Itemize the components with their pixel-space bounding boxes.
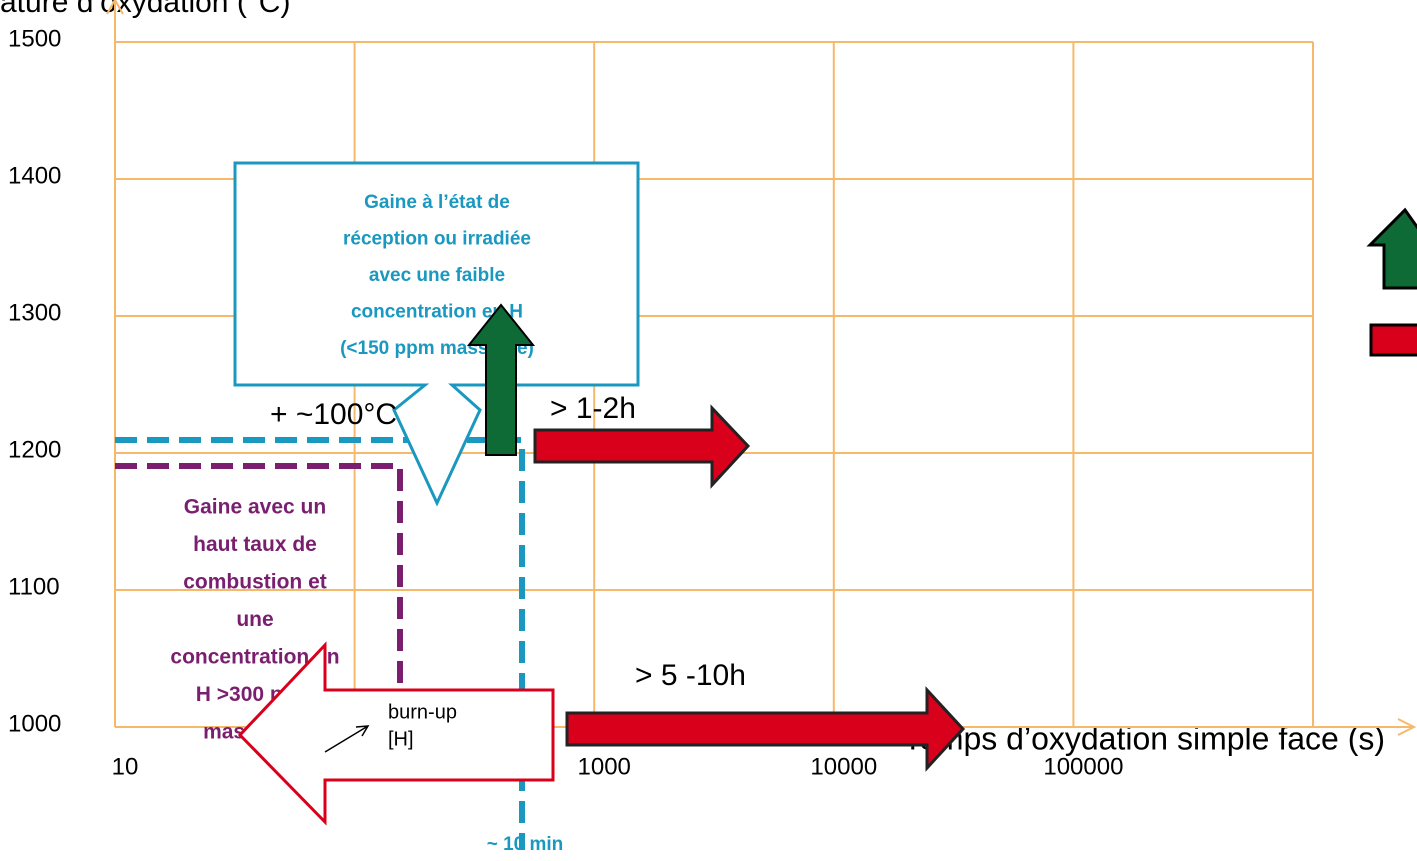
time-long: > 5 -10h [635, 659, 746, 692]
y-tick-label: 1100 [8, 573, 60, 600]
callout-text: combustion et [183, 571, 327, 594]
callout-text: Gaine avec un [184, 496, 326, 519]
time-short: > 1-2h [550, 392, 636, 425]
up-arrow [466, 303, 536, 456]
x-tick-label: 10000 [810, 753, 877, 780]
callout-text: Gaine à l’état de [364, 192, 510, 213]
small-arrow [324, 725, 370, 753]
ten-min-label: ~ 10 min [487, 834, 564, 855]
right-arrow [565, 686, 966, 772]
callout-text: une [236, 608, 273, 631]
x-tick-label: 100000 [1043, 753, 1123, 780]
left-arrow [237, 641, 555, 826]
legend-up-arrow [1366, 207, 1417, 290]
callout-text: avec une faible [369, 265, 505, 286]
y-tick-label: 1500 [8, 25, 61, 52]
y-axis [106, 0, 124, 727]
x-tick-label: 10 [112, 753, 139, 780]
right-arrow [533, 404, 751, 489]
callout-text: haut taux de [193, 533, 317, 556]
y-tick-label: 1300 [8, 299, 61, 326]
shift-label: + ~100°C [270, 398, 397, 431]
y-tick-label: 1200 [8, 436, 61, 463]
callout-text: concentration en [170, 646, 339, 669]
callout-box [233, 161, 640, 507]
grid: 1000110012001300140015001010010001000010… [8, 25, 1313, 780]
callout-text: réception ou irradiée [343, 229, 531, 250]
burnup-label: burn-up [388, 701, 457, 723]
y-tick-label: 1000 [8, 710, 61, 737]
y-tick-label: 1400 [8, 162, 61, 189]
y-axis-title: ature d’oxydation (°C) [0, 0, 290, 19]
callout-text: concentration en H [351, 302, 523, 323]
legend-right-arrow [1369, 323, 1417, 357]
x-tick-label: 1000 [578, 753, 631, 780]
burnup-label: [H] [388, 728, 414, 750]
